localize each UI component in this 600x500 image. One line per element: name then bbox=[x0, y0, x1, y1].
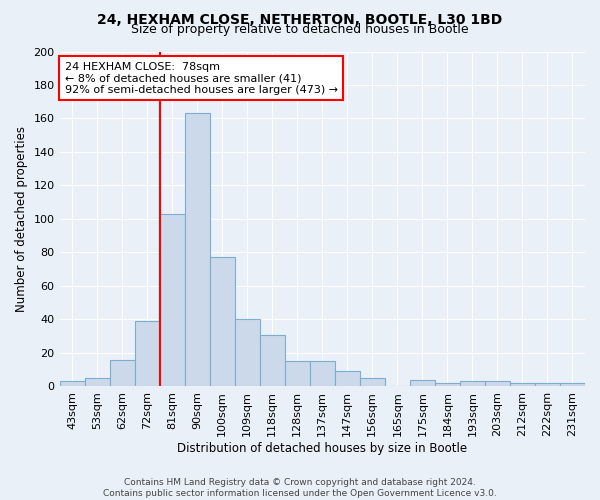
Bar bbox=[485, 382, 510, 386]
Bar bbox=[235, 320, 260, 386]
Bar bbox=[185, 114, 209, 386]
Text: 24, HEXHAM CLOSE, NETHERTON, BOOTLE, L30 1BD: 24, HEXHAM CLOSE, NETHERTON, BOOTLE, L30… bbox=[97, 12, 503, 26]
Bar bbox=[285, 362, 310, 386]
Bar bbox=[435, 383, 460, 386]
Bar bbox=[85, 378, 110, 386]
Text: 24 HEXHAM CLOSE:  78sqm
← 8% of detached houses are smaller (41)
92% of semi-det: 24 HEXHAM CLOSE: 78sqm ← 8% of detached … bbox=[65, 62, 338, 94]
Y-axis label: Number of detached properties: Number of detached properties bbox=[15, 126, 28, 312]
Bar bbox=[59, 382, 85, 386]
Bar bbox=[360, 378, 385, 386]
Bar bbox=[460, 382, 485, 386]
Bar bbox=[310, 362, 335, 386]
Bar bbox=[160, 214, 185, 386]
Bar bbox=[535, 383, 560, 386]
Text: Contains HM Land Registry data © Crown copyright and database right 2024.
Contai: Contains HM Land Registry data © Crown c… bbox=[103, 478, 497, 498]
Bar bbox=[260, 334, 285, 386]
Bar bbox=[410, 380, 435, 386]
Text: Size of property relative to detached houses in Bootle: Size of property relative to detached ho… bbox=[131, 22, 469, 36]
Bar bbox=[110, 360, 134, 386]
Bar bbox=[134, 321, 160, 386]
Bar bbox=[510, 383, 535, 386]
Bar bbox=[209, 258, 235, 386]
X-axis label: Distribution of detached houses by size in Bootle: Distribution of detached houses by size … bbox=[177, 442, 467, 455]
Bar bbox=[335, 372, 360, 386]
Bar bbox=[560, 383, 585, 386]
